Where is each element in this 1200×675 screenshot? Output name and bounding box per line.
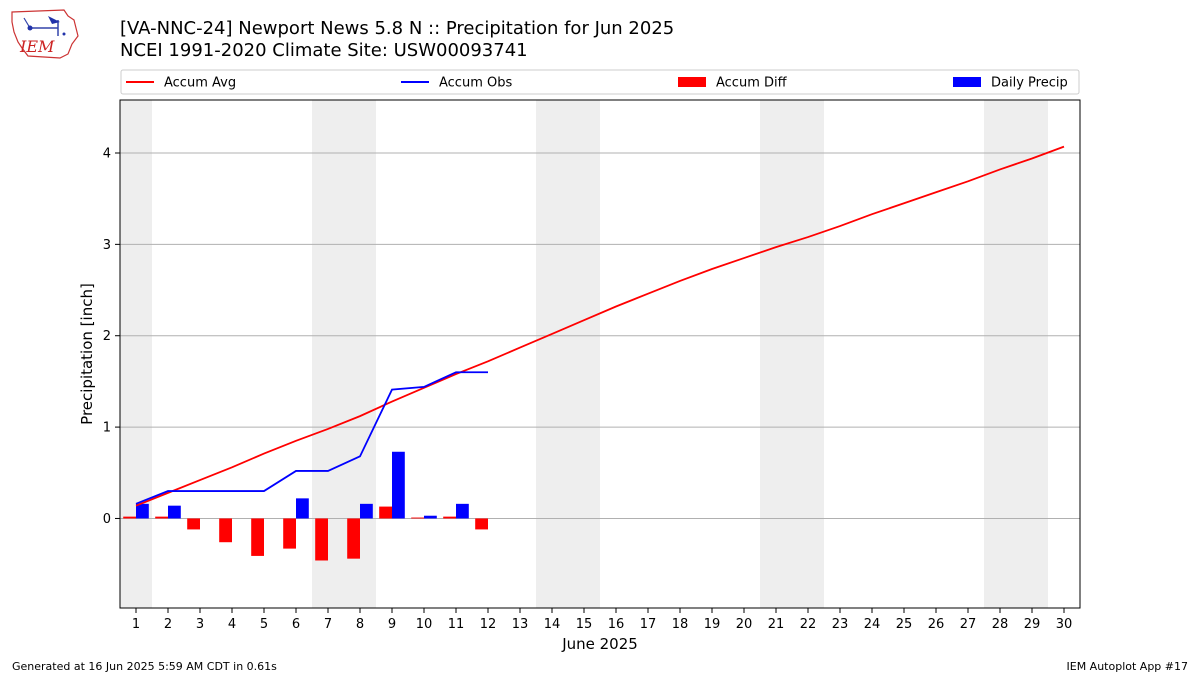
x-tick-label-28: 28: [992, 617, 1009, 632]
x-tick-label-7: 7: [324, 617, 332, 632]
accum-diff-bar-10: [411, 517, 424, 519]
accum-diff-bar-5: [251, 518, 264, 556]
legend-accum-obs: Accum Obs: [439, 76, 512, 91]
accum-obs-line: [135, 371, 488, 505]
weekend-band-29: [1016, 100, 1048, 608]
x-tick-label-4: 4: [228, 617, 236, 632]
accum-diff-bar-3: [187, 518, 200, 530]
x-tick-label-25: 25: [896, 617, 913, 632]
x-tick-label-17: 17: [640, 617, 657, 632]
daily-precip-bar-9: [392, 451, 405, 519]
plot-frame: [119, 99, 1081, 609]
x-tick-label-9: 9: [388, 617, 396, 632]
daily-precip-bar-6: [296, 498, 309, 519]
footer-app: IEM Autoplot App #17: [1066, 660, 1189, 673]
x-tick-label-23: 23: [832, 617, 849, 632]
weekend-shading: [120, 100, 1048, 608]
x-tick-label-1: 1: [132, 617, 140, 632]
x-tick-label-15: 15: [576, 617, 593, 632]
lines: [135, 145, 1065, 507]
x-tick-label-29: 29: [1024, 617, 1041, 632]
accum-avg-line: [135, 145, 1065, 507]
x-tick-label-5: 5: [260, 617, 268, 632]
weekend-band-15: [568, 100, 600, 608]
daily-precip-bar-2: [168, 505, 181, 519]
accum-diff-bar-8: [347, 518, 360, 559]
accum-diff-bar-12: [475, 518, 488, 530]
x-tick-label-22: 22: [800, 617, 817, 632]
x-tick-label-18: 18: [672, 617, 689, 632]
legend-daily-precip: Daily Precip: [991, 76, 1068, 91]
chart-subtitle: NCEI 1991-2020 Climate Site: USW00093741: [120, 40, 528, 61]
accum-diff-bar-1: [123, 516, 136, 519]
accum-diff-bar-4: [219, 518, 232, 543]
logo-text: IEM: [19, 37, 55, 56]
x-tick-label-30: 30: [1056, 617, 1073, 632]
x-axis-label: June 2025: [561, 635, 638, 653]
legend-box: [120, 69, 1080, 95]
x-tick-label-19: 19: [704, 617, 721, 632]
legend-accum-avg: Accum Avg: [164, 76, 236, 91]
x-tick-label-27: 27: [960, 617, 977, 632]
chart-title: [VA-NNC-24] Newport News 5.8 N :: Precip…: [120, 18, 675, 39]
x-tick-label-3: 3: [196, 617, 204, 632]
footer-generated: Generated at 16 Jun 2025 5:59 AM CDT in …: [12, 660, 277, 673]
weekend-band-22: [792, 100, 824, 608]
x-tick-label-14: 14: [544, 617, 561, 632]
x-tick-label-2: 2: [164, 617, 172, 632]
x-tick-label-10: 10: [416, 617, 433, 632]
y-tick-label-4: 4: [103, 146, 111, 161]
daily-precip-bar-11: [456, 503, 469, 519]
legend: Accum Avg Accum Obs Accum Diff Daily Pre…: [120, 69, 1080, 95]
x-tick-label-16: 16: [608, 617, 625, 632]
weekend-band-14: [536, 100, 568, 608]
x-tick-label-20: 20: [736, 617, 753, 632]
daily-precip-bar-10: [424, 515, 437, 519]
y-tick-label-3: 3: [103, 238, 111, 253]
accum-diff-bar-6: [283, 518, 296, 549]
legend-accum-diff-swatch: [678, 77, 706, 87]
y-axis-label: Precipitation [inch]: [78, 283, 96, 425]
x-tick-label-26: 26: [928, 617, 945, 632]
x-tick-label-6: 6: [292, 617, 300, 632]
y-grid: [120, 152, 1080, 519]
y-tick-label-2: 2: [103, 329, 111, 344]
x-tick-label-21: 21: [768, 617, 785, 632]
accum-diff-bar-11: [443, 516, 456, 519]
iem-logo-icon: IEM: [11, 9, 79, 59]
legend-accum-diff: Accum Diff: [716, 76, 788, 91]
x-tick-label-11: 11: [448, 617, 465, 632]
accum-diff-bar-2: [155, 516, 168, 519]
y-tick-label-1: 1: [103, 421, 111, 436]
x-tick-label-8: 8: [356, 617, 364, 632]
weekend-band-21: [760, 100, 792, 608]
x-tick-label-12: 12: [480, 617, 497, 632]
bars: [123, 451, 488, 561]
accum-diff-bar-9: [379, 506, 392, 519]
x-tick-label-24: 24: [864, 617, 881, 632]
weekend-band-1: [120, 100, 152, 608]
daily-precip-bar-1: [136, 503, 149, 519]
accum-diff-bar-7: [315, 518, 328, 561]
x-tick-label-13: 13: [512, 617, 529, 632]
daily-precip-bar-8: [360, 503, 373, 519]
weekend-band-28: [984, 100, 1016, 608]
y-tick-label-0: 0: [103, 512, 111, 527]
legend-daily-precip-swatch: [953, 77, 981, 87]
